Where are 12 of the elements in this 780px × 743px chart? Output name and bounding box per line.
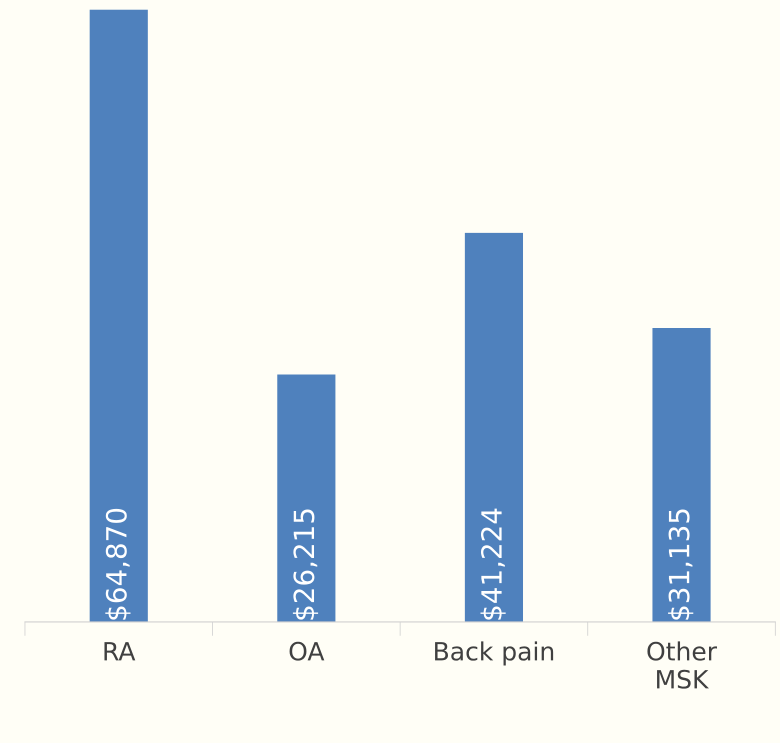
x-tick-label: OA: [290, 642, 324, 661]
data-label: $31,135: [668, 509, 694, 620]
data-label: $64,870: [105, 508, 131, 620]
bar: [464, 232, 524, 622]
x-tick-label: Other MSK: [647, 641, 718, 689]
bar: [652, 328, 711, 622]
data-label: $26,215: [292, 509, 318, 620]
x-tick-label: Back pain: [435, 641, 554, 666]
data-label: $41,224: [480, 508, 506, 620]
x-tick-label: RA: [104, 642, 136, 660]
bar: [277, 374, 336, 622]
bar: [90, 10, 148, 622]
